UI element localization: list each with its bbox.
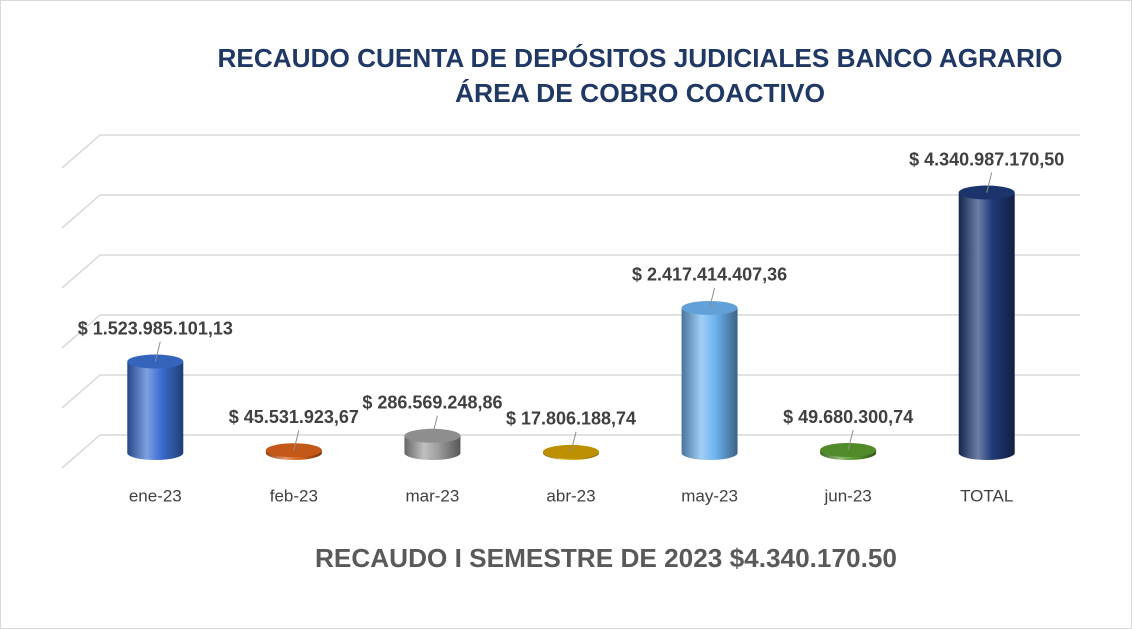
x-tick-label: mar-23 — [405, 486, 459, 505]
grid-line — [61, 374, 1080, 409]
x-tick-label: feb-23 — [270, 486, 318, 505]
data-label: $ 49.680.300,74 — [783, 407, 913, 427]
leader-line — [570, 431, 577, 453]
grid-line — [61, 314, 1080, 349]
grid-line — [61, 194, 1080, 229]
bar — [127, 361, 184, 460]
leader-line — [293, 430, 300, 451]
data-label: $ 45.531.923,67 — [229, 407, 359, 427]
x-tick-label: may-23 — [681, 486, 738, 505]
leader-line — [154, 341, 161, 362]
x-tick-label: TOTAL — [960, 486, 1013, 505]
bar — [958, 192, 1015, 460]
leader-line — [847, 429, 854, 451]
data-label: $ 2.417.414.407,36 — [632, 265, 787, 285]
leader-line — [431, 415, 438, 436]
x-tick-label: ene-23 — [129, 486, 182, 505]
data-label: $ 286.569.248,86 — [362, 393, 502, 413]
grid-line — [61, 254, 1080, 289]
footer: RECAUDO I SEMESTRE DE 2023 $4.340.170.50 — [315, 543, 897, 573]
chart-title: ÁREA DE COBRO COACTIVO — [455, 78, 825, 108]
x-tick-label: jun-23 — [824, 486, 872, 505]
chart-title: RECAUDO CUENTA DE DEPÓSITOS JUDICIALES B… — [218, 43, 1063, 73]
data-label: $ 17.806.188,74 — [506, 409, 636, 429]
grid-line — [61, 434, 1080, 469]
bar — [681, 307, 738, 460]
leader-line — [709, 287, 716, 309]
leader-line — [986, 172, 993, 193]
data-label: $ 1.523.985.101,13 — [78, 318, 233, 338]
grid-line — [61, 134, 1080, 169]
x-tick-label: abr-23 — [546, 486, 595, 505]
data-label: $ 4.340.987.170,50 — [909, 149, 1064, 169]
